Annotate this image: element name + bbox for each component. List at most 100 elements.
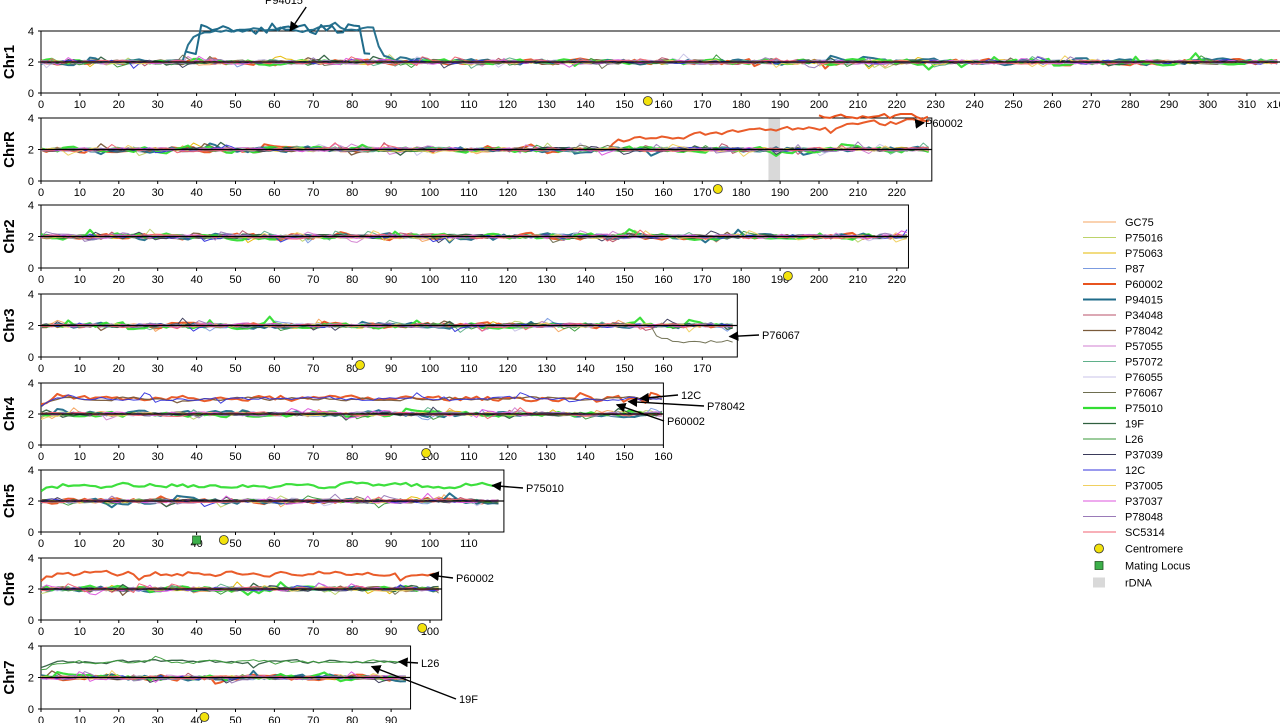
x-tick-label: 80 xyxy=(346,99,358,111)
x-tick-label: 120 xyxy=(499,187,517,199)
x-tick-label: 290 xyxy=(1160,99,1178,111)
legend-label: P34048 xyxy=(1125,310,1163,322)
x-tick-label: 180 xyxy=(732,274,750,286)
x-tick-label: 90 xyxy=(385,187,397,199)
y-tick-label: 0 xyxy=(28,352,34,364)
x-tick-label: 20 xyxy=(113,451,125,463)
x-tick-label: 60 xyxy=(268,274,280,286)
y-tick-label: 4 xyxy=(28,26,34,38)
trace-p37037 xyxy=(41,55,1278,68)
legend-item: P37037 xyxy=(1083,496,1163,508)
legend-item: P78042 xyxy=(1083,326,1163,338)
x-tick-label: 20 xyxy=(113,626,125,638)
annotation-label: 19F xyxy=(459,694,478,706)
centromere-marker xyxy=(782,271,793,281)
x-tick-label: 60 xyxy=(268,363,280,375)
x-tick-label: 160 xyxy=(654,363,672,375)
x-tick-label: 140 xyxy=(576,187,594,199)
x-tick-label: 50 xyxy=(229,363,241,375)
annotation-arrow xyxy=(728,331,760,341)
x-tick-label: 40 xyxy=(190,363,202,375)
legend-item: 19F xyxy=(1083,419,1144,431)
y-tick-label: 2 xyxy=(28,496,34,508)
annotation-label: P60002 xyxy=(925,118,963,130)
trace-p60002 xyxy=(41,391,663,406)
annotation-arrow xyxy=(370,665,457,700)
legend-item: P87 xyxy=(1083,264,1145,276)
x-tick-label: 90 xyxy=(385,363,397,375)
chromosome-label: Chr7 xyxy=(1,660,18,694)
legend-item: P37039 xyxy=(1083,450,1163,462)
x-tick-label: 90 xyxy=(385,451,397,463)
x-tick-label: 0 xyxy=(38,715,44,723)
y-tick-label: 2 xyxy=(28,584,34,596)
legend-item: GC75 xyxy=(1083,217,1154,229)
legend-item: P57055 xyxy=(1083,341,1163,353)
x-tick-label: 110 xyxy=(460,274,478,286)
x-tick-label: 0 xyxy=(38,274,44,286)
panel-traces xyxy=(41,480,499,509)
x-unit-label: x10⁴ xyxy=(1267,99,1280,111)
centromere-marker xyxy=(417,623,428,633)
trace-p78048 xyxy=(41,320,733,329)
trace-12c xyxy=(41,392,662,407)
y-tick-label: 4 xyxy=(28,200,34,212)
x-tick-label: 0 xyxy=(38,626,44,638)
x-tick-label: 130 xyxy=(538,99,556,111)
x-tick-label: 10 xyxy=(74,626,86,638)
legend-item: P94015 xyxy=(1083,295,1163,307)
x-tick-label: 160 xyxy=(654,274,672,286)
chromosome-label: Chr5 xyxy=(1,484,18,518)
x-tick-label: 160 xyxy=(654,99,672,111)
annotation-arrow xyxy=(491,481,524,492)
x-tick-label: 210 xyxy=(849,274,867,286)
centromere-marker xyxy=(199,712,210,722)
legend-label: P57072 xyxy=(1125,357,1163,369)
annotation-arrow xyxy=(627,397,705,408)
trace-p94015-overflow xyxy=(184,22,371,55)
centromere-marker xyxy=(712,184,723,194)
x-tick-label: 210 xyxy=(849,187,867,199)
legend-item: SC5314 xyxy=(1083,527,1165,539)
panel-traces xyxy=(41,655,407,685)
x-tick-label: 80 xyxy=(346,626,358,638)
x-tick-label: 0 xyxy=(38,451,44,463)
x-tick-label: 10 xyxy=(74,538,86,550)
x-tick-label: 130 xyxy=(538,451,556,463)
y-tick-label: 2 xyxy=(28,57,34,69)
x-tick-label: 100 xyxy=(421,99,439,111)
legend-label: rDNA xyxy=(1125,578,1153,590)
y-tick-label: 0 xyxy=(28,263,34,275)
y-tick-label: 0 xyxy=(28,615,34,627)
x-tick-label: 40 xyxy=(190,715,202,723)
x-tick-label: 120 xyxy=(499,274,517,286)
centromere-marker xyxy=(421,448,432,458)
x-tick-label: 90 xyxy=(385,626,397,638)
x-tick-label: 100 xyxy=(421,187,439,199)
legend-item: L26 xyxy=(1083,434,1143,446)
x-tick-label: 80 xyxy=(346,715,358,723)
chromosome-label: Chr4 xyxy=(1,396,18,431)
legend-label: P75063 xyxy=(1125,248,1163,260)
chromosome-label: Chr3 xyxy=(1,308,18,342)
x-tick-label: 140 xyxy=(576,99,594,111)
chromosome-label: Chr1 xyxy=(1,45,18,79)
x-tick-label: 170 xyxy=(693,274,711,286)
legend-label: P60002 xyxy=(1125,279,1163,291)
legend-item: P60002 xyxy=(1083,279,1163,291)
x-tick-label: 30 xyxy=(152,538,164,550)
x-tick-label: 30 xyxy=(152,451,164,463)
x-tick-label: 170 xyxy=(693,363,711,375)
x-tick-label: 80 xyxy=(346,274,358,286)
x-tick-label: 90 xyxy=(385,99,397,111)
x-tick-label: 60 xyxy=(268,187,280,199)
x-tick-label: 0 xyxy=(38,187,44,199)
x-tick-label: 60 xyxy=(268,451,280,463)
x-tick-label: 90 xyxy=(385,715,397,723)
x-tick-label: 170 xyxy=(693,187,711,199)
x-tick-label: 60 xyxy=(268,715,280,723)
x-tick-label: 70 xyxy=(307,538,319,550)
legend-marker-item: rDNA xyxy=(1093,577,1153,590)
legend-label: P78042 xyxy=(1125,326,1163,338)
